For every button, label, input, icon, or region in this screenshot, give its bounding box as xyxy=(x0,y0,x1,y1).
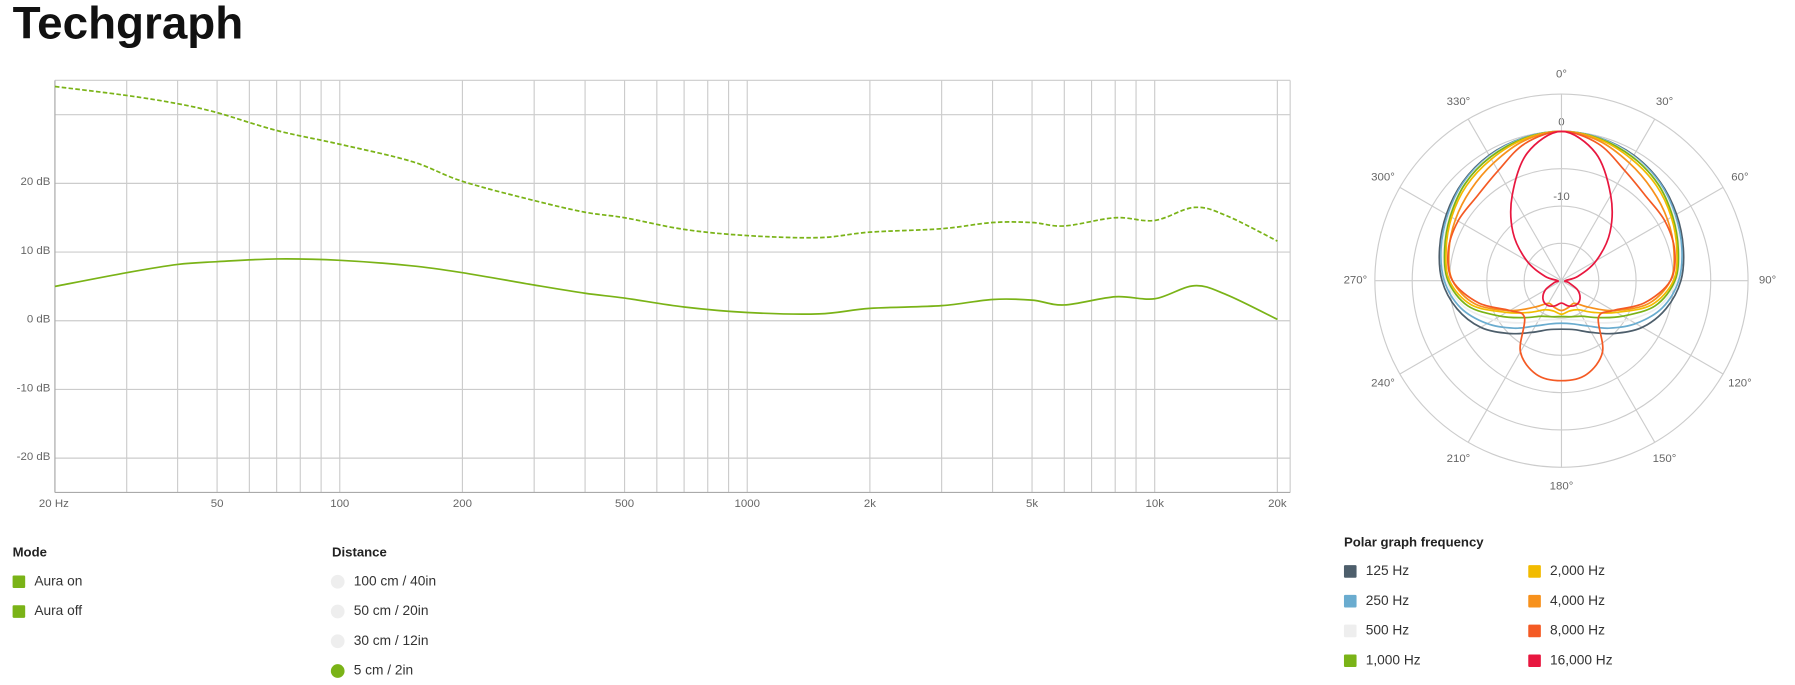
frequency-swatch[interactable] xyxy=(1343,624,1357,638)
y-tick-label: -10 dB xyxy=(17,382,51,394)
distance-radio[interactable] xyxy=(330,604,345,619)
polar-spoke xyxy=(1561,186,1724,282)
x-tick-label: 5k xyxy=(1026,498,1038,510)
polar-curve xyxy=(1447,130,1676,312)
polar-curve xyxy=(1440,130,1683,330)
mode-swatch[interactable] xyxy=(12,575,26,589)
frequency-option[interactable]: 1,000 Hz xyxy=(1366,652,1421,667)
distance-heading: Distance xyxy=(332,545,387,560)
x-tick-label: 500 xyxy=(615,498,634,510)
x-tick-label: 1000 xyxy=(735,498,760,510)
theta-tick-label: 210° xyxy=(1447,453,1471,465)
theta-tick-label: 240° xyxy=(1371,378,1395,390)
polar-curve xyxy=(1509,130,1614,308)
polar-spoke xyxy=(1399,186,1562,282)
theta-tick-label: 90° xyxy=(1759,275,1776,287)
theta-tick-label: 180° xyxy=(1550,481,1574,493)
frequency-option[interactable]: 250 Hz xyxy=(1366,593,1410,608)
frequency-swatch[interactable] xyxy=(1528,565,1541,578)
mode-option[interactable]: Aura on xyxy=(34,573,82,588)
frequency-swatch[interactable] xyxy=(1528,624,1541,638)
frequency-swatch[interactable] xyxy=(1528,654,1541,668)
x-tick-label: 20k xyxy=(1268,498,1287,510)
theta-tick-label: 330° xyxy=(1447,96,1471,108)
theta-tick-label: 60° xyxy=(1731,172,1748,184)
y-tick-label: -20 dB xyxy=(17,451,51,463)
polar-spoke xyxy=(1560,118,1656,281)
theta-tick-label: 120° xyxy=(1728,378,1752,390)
polar-curve xyxy=(1443,130,1680,319)
polar-legend-heading: Polar graph frequency xyxy=(1344,534,1484,549)
frequency-option[interactable]: 125 Hz xyxy=(1366,563,1410,578)
theta-tick-label: 300° xyxy=(1371,172,1395,184)
polar-spoke xyxy=(1467,118,1562,281)
distance-radio[interactable] xyxy=(330,664,345,678)
polar-curve xyxy=(1442,130,1681,324)
polar-curve xyxy=(1446,130,1676,382)
polar-spoke xyxy=(1560,280,1656,443)
theta-tick-label: 150° xyxy=(1653,453,1677,465)
x-tick-label: 200 xyxy=(453,498,472,510)
theta-tick-label: 30° xyxy=(1656,96,1673,108)
distance-option[interactable]: 5 cm / 2in xyxy=(354,663,413,678)
x-tick-label: 20 Hz xyxy=(39,498,69,510)
frequency-option[interactable]: 2,000 Hz xyxy=(1550,563,1605,578)
frequency-option[interactable]: 16,000 Hz xyxy=(1550,652,1613,667)
frequency-swatch[interactable] xyxy=(1343,654,1357,668)
response-line xyxy=(54,258,1278,321)
theta-tick-label: 270° xyxy=(1344,275,1368,287)
distance-radio[interactable] xyxy=(330,574,345,589)
x-tick-label: 2k xyxy=(864,498,876,510)
y-tick-label: 10 dB xyxy=(20,245,50,257)
mode-heading: Mode xyxy=(13,545,47,560)
distance-option[interactable]: 30 cm / 12in xyxy=(354,633,429,648)
frequency-swatch[interactable] xyxy=(1528,594,1541,608)
x-tick-label: 100 xyxy=(330,498,349,510)
polar-curve xyxy=(1445,130,1678,316)
theta-tick-label: 0° xyxy=(1556,69,1567,81)
mode-option[interactable]: Aura off xyxy=(34,603,82,618)
frequency-option[interactable]: 8,000 Hz xyxy=(1550,623,1605,638)
distance-option[interactable]: 100 cm / 40in xyxy=(354,573,436,588)
frequency-option[interactable]: 500 Hz xyxy=(1366,623,1410,638)
response-line xyxy=(54,85,1278,242)
page-title: Techgraph xyxy=(13,0,244,49)
frequency-option[interactable]: 4,000 Hz xyxy=(1550,593,1605,608)
y-tick-label: 0 dB xyxy=(27,314,51,326)
distance-option[interactable]: 50 cm / 20in xyxy=(354,603,429,618)
polar-curve xyxy=(1438,130,1685,335)
polar-spoke xyxy=(1467,280,1562,443)
frequency-swatch[interactable] xyxy=(1343,594,1357,608)
y-tick-label: 20 dB xyxy=(20,176,50,188)
x-tick-label: 10k xyxy=(1145,498,1164,510)
mode-swatch[interactable] xyxy=(12,605,26,618)
frequency-swatch[interactable] xyxy=(1343,565,1357,578)
distance-radio[interactable] xyxy=(330,634,345,649)
x-tick-label: 50 xyxy=(211,498,224,510)
